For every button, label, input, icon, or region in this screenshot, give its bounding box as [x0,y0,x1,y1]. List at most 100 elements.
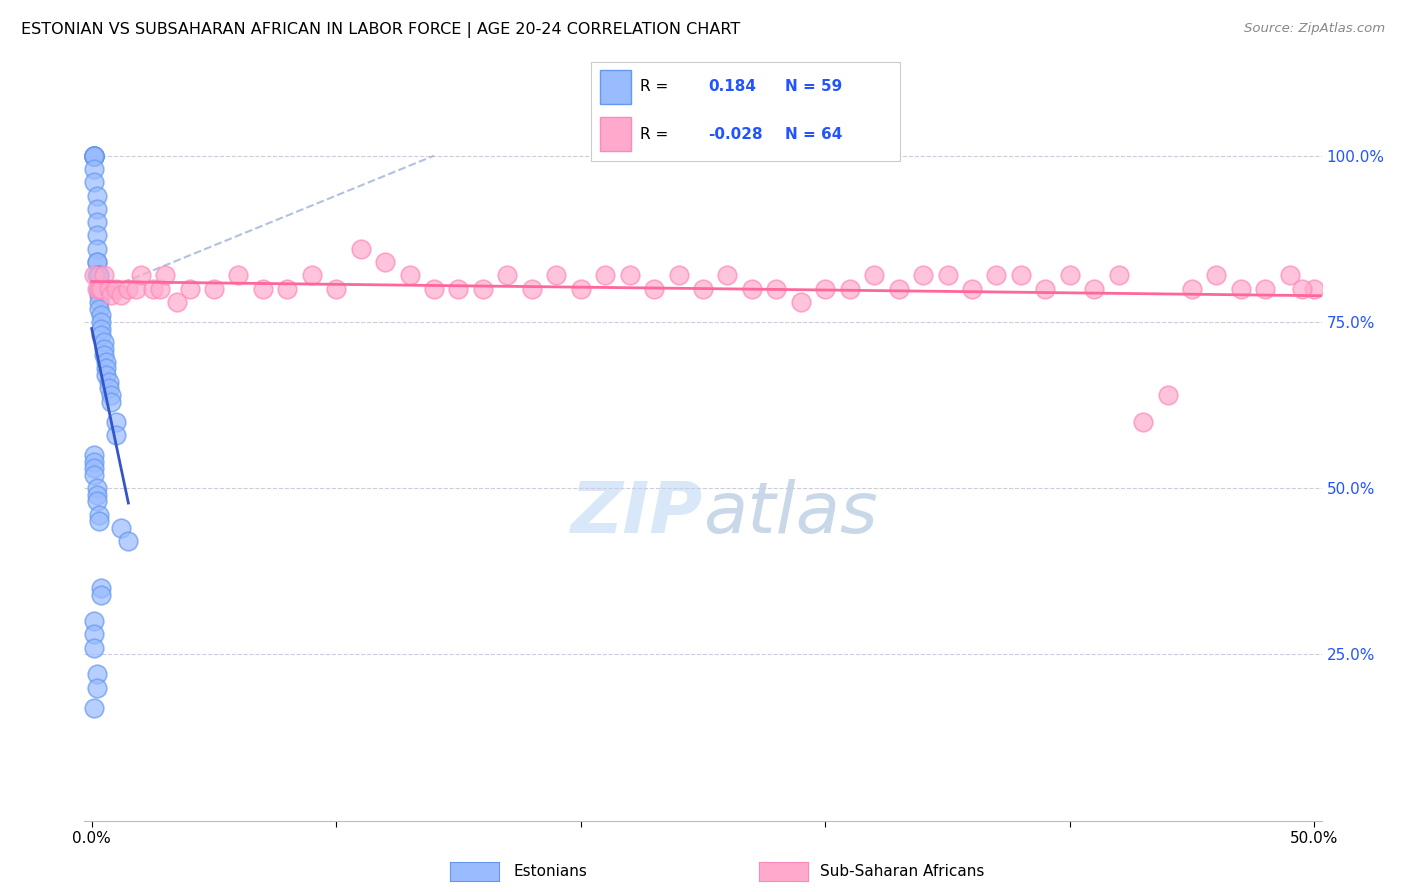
Point [986,268,1008,283]
Point [838,282,860,296]
Point [1205,268,1227,283]
Point [1254,282,1277,296]
Point [1278,268,1301,283]
Point [83,149,105,163]
Point [228,268,250,283]
Point [83,454,105,468]
Point [90,328,112,343]
Point [110,521,132,535]
Text: ZIP: ZIP [571,479,703,548]
Point [814,282,837,296]
Point [1303,282,1326,296]
Point [252,282,274,296]
Text: R =: R = [640,79,668,95]
Point [1083,282,1105,296]
Point [86,488,108,502]
Point [1108,268,1130,283]
Point [87,301,110,316]
Point [149,282,172,296]
Point [863,268,886,283]
Point [692,282,714,296]
Bar [600,118,631,151]
Point [97,282,120,296]
Text: ESTONIAN VS SUBSAHARAN AFRICAN IN LABOR FORCE | AGE 20-24 CORRELATION CHART: ESTONIAN VS SUBSAHARAN AFRICAN IN LABOR … [21,22,741,38]
Point [960,282,983,296]
Point [90,315,112,329]
Text: R =: R = [640,127,668,142]
Point [100,288,122,302]
Point [1291,282,1313,296]
Point [1033,282,1056,296]
Point [129,268,152,283]
Point [398,268,420,283]
Point [1010,268,1032,283]
Text: N = 64: N = 64 [786,127,842,142]
Point [86,228,108,243]
Point [83,175,105,189]
Bar [600,70,631,103]
Point [83,461,105,475]
Point [301,268,323,283]
Point [546,268,568,283]
Point [936,268,959,283]
Point [117,282,139,296]
Point [86,242,108,256]
Point [83,149,105,163]
Point [86,188,108,202]
Point [593,268,616,283]
Point [87,288,110,302]
Point [87,268,110,283]
Point [179,282,201,296]
Point [83,448,105,462]
Point [86,681,108,695]
Point [83,149,105,163]
Text: Sub-Saharan Africans: Sub-Saharan Africans [820,864,984,879]
Point [741,282,763,296]
Point [153,268,176,283]
Point [1059,268,1081,283]
Point [166,295,188,310]
Point [447,282,470,296]
Point [350,242,373,256]
Point [569,282,592,296]
Point [87,282,110,296]
Point [100,394,122,409]
Point [912,268,935,283]
Point [520,282,543,296]
Point [643,282,665,296]
Point [90,282,112,296]
Point [1181,282,1204,296]
Point [83,268,105,283]
Text: 0.184: 0.184 [709,79,756,95]
Point [105,282,128,296]
Point [83,467,105,482]
Point [125,282,148,296]
Point [1230,282,1253,296]
Point [96,355,118,369]
Point [471,282,494,296]
Point [716,268,738,283]
Point [87,282,110,296]
Point [93,342,115,356]
Point [83,149,105,163]
Point [276,282,298,296]
Point [1132,415,1154,429]
Point [117,534,139,549]
Point [87,515,110,529]
Point [96,361,118,376]
Point [86,268,108,283]
Point [325,282,347,296]
Point [90,308,112,322]
Point [86,255,108,269]
Point [110,288,132,302]
Point [97,375,120,389]
Point [887,282,910,296]
Point [90,581,112,595]
Point [83,627,105,641]
Point [765,282,787,296]
Point [86,494,108,508]
Text: Source: ZipAtlas.com: Source: ZipAtlas.com [1244,22,1385,36]
Text: -0.028: -0.028 [709,127,762,142]
Point [86,215,108,229]
Point [105,415,128,429]
